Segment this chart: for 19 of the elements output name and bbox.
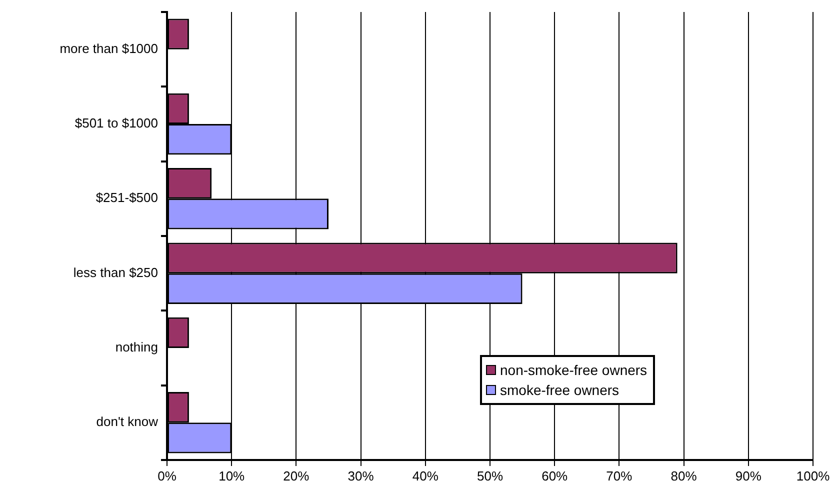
y-tick-label: don't know — [96, 414, 159, 430]
x-tick-label: 60% — [542, 468, 568, 484]
x-tick-label: 20% — [283, 468, 310, 484]
x-tick-label: 80% — [670, 468, 698, 484]
x-tick-label: 0% — [158, 468, 177, 484]
legend-label: smoke-free owners — [500, 381, 620, 400]
x-tick-label: 30% — [348, 468, 374, 484]
y-tick-label: nothing — [115, 340, 158, 355]
legend-label: non-smoke-free owners — [500, 361, 648, 380]
x-tick-label: 90% — [735, 468, 762, 484]
y-tick-label: less than $250 — [73, 264, 158, 280]
x-tick-label: 70% — [606, 468, 633, 484]
x-tick-label: 50% — [476, 468, 504, 484]
x-tick-label: 40% — [412, 468, 439, 484]
x-tick-label: 100% — [796, 468, 830, 484]
x-tick-label: 10% — [218, 468, 246, 484]
y-tick-label: more than $1000 — [60, 40, 158, 56]
y-tick-label: $501 to $1000 — [74, 116, 158, 131]
y-tick-label: $251-$500 — [96, 190, 158, 206]
